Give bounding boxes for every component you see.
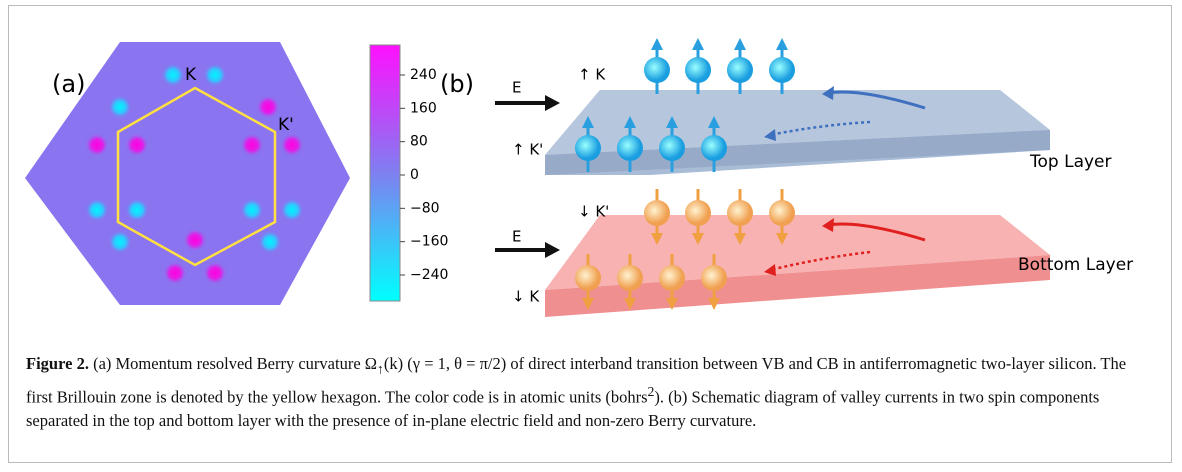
caption-text: (a) Momentum resolved Berry curvature Ω (89, 354, 377, 373)
spin-ball (617, 265, 643, 291)
field-label: E (512, 79, 521, 97)
spin-ball (685, 200, 711, 226)
spin-ball (575, 135, 601, 161)
layer-label: Top Layer (1029, 152, 1112, 172)
field-label: E (512, 228, 521, 246)
spin-ball (727, 200, 753, 226)
colorbar-tick-label: 0 (410, 167, 419, 183)
valley-label: ↑ K' (512, 141, 543, 159)
spin-ball (617, 135, 643, 161)
spin-ball (769, 57, 795, 83)
spin-arrow (776, 38, 788, 50)
colorbar-tick-label: 80 (410, 134, 428, 150)
spin-arrow (651, 38, 663, 50)
spin-ball (659, 265, 685, 291)
valley-label: ↑ K (578, 66, 606, 84)
panel-label: (a) (52, 70, 85, 98)
spin-arrow (692, 38, 704, 50)
spin-arrow (734, 38, 746, 50)
spin-ball (644, 57, 670, 83)
colorbar-tick-label: 160 (410, 100, 437, 116)
colorbar-tick-label: −160 (410, 234, 448, 250)
spin-ball (701, 135, 727, 161)
k-prime-label: K' (278, 115, 294, 135)
caption-sub: ↑ (377, 361, 384, 376)
spin-ball (727, 57, 753, 83)
k-label: K (185, 65, 197, 85)
spin-ball (769, 200, 795, 226)
spin-ball (685, 57, 711, 83)
spin-ball (659, 135, 685, 161)
spin-ball (575, 265, 601, 291)
caption: Figure 2. (a) Momentum resolved Berry cu… (26, 352, 1156, 432)
colorbar-tick-label: −240 (410, 267, 448, 283)
page: {"figure": { "panel_a": {"label": "(a)",… (0, 0, 1182, 472)
colorbar-tick-label: −80 (410, 200, 440, 216)
layer-label: Bottom Layer (1018, 255, 1133, 275)
panel-label: (b) (440, 70, 474, 98)
valley-label: ↓ K (512, 288, 540, 306)
valley-label: ↓ K' (578, 203, 609, 221)
colorbar-tick-label: 240 (410, 67, 437, 83)
caption-label: Figure 2. (26, 354, 89, 373)
spin-ball (644, 200, 670, 226)
spin-ball (701, 265, 727, 291)
colorbar (370, 45, 400, 301)
